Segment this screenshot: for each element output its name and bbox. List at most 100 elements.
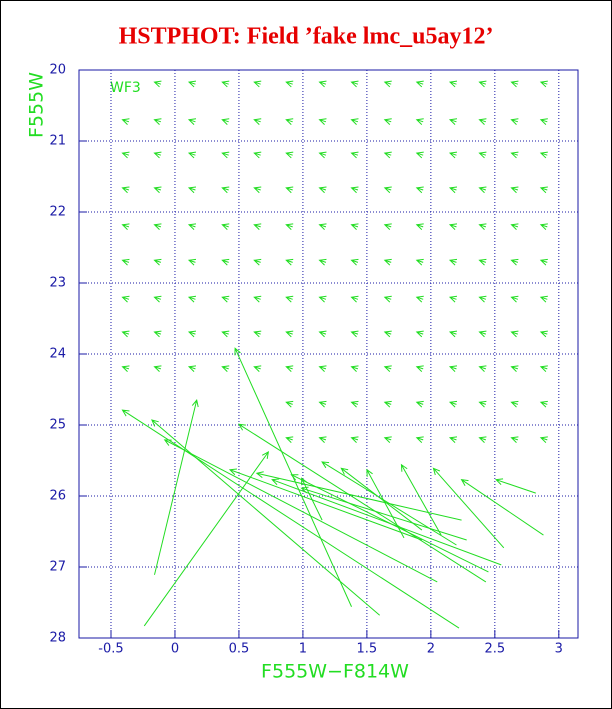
y-tick-label: 22 (49, 205, 66, 220)
arrow (383, 258, 392, 266)
arrow (478, 400, 487, 408)
arrow (415, 223, 424, 231)
arrow (400, 463, 442, 536)
arrow (478, 80, 487, 88)
arrow (318, 330, 327, 338)
arrow (432, 467, 505, 549)
arrow (221, 223, 230, 231)
arrow (478, 223, 487, 231)
arrow (350, 118, 359, 125)
arrow (255, 471, 462, 521)
arrow (478, 151, 487, 159)
arrow (510, 151, 519, 159)
x-axis-label: F555W−F814W (261, 661, 409, 683)
arrow (383, 436, 392, 444)
plot-frame (78, 69, 579, 639)
arrow (153, 118, 162, 125)
arrow (383, 400, 392, 408)
arrow (350, 80, 359, 88)
arrow (187, 118, 197, 125)
arrow (154, 399, 199, 575)
arrow (253, 118, 262, 125)
arrow (478, 330, 487, 338)
arrow (448, 400, 458, 408)
x-tick-label: 2 (427, 642, 435, 657)
arrow (285, 295, 294, 303)
arrow (415, 258, 424, 266)
arrow (495, 478, 536, 494)
arrow (187, 295, 197, 303)
arrow (121, 186, 130, 194)
y-tick-label: 23 (49, 276, 66, 291)
arrow (448, 80, 458, 88)
x-tick-label: -0.5 (98, 642, 123, 657)
arrow (350, 186, 359, 194)
arrow (383, 186, 392, 194)
chart-title: HSTPHOT: Field ’fake lmc_u5ay12’ (119, 24, 494, 50)
arrow (510, 186, 519, 194)
arrow (153, 258, 162, 266)
arrow (383, 118, 392, 125)
arrow (318, 295, 327, 303)
arrow (187, 330, 197, 338)
arrow (121, 365, 130, 373)
arrow (350, 365, 359, 373)
y-tick-label: 24 (49, 347, 66, 362)
arrow (285, 186, 294, 194)
arrow (253, 258, 262, 266)
arrow (290, 474, 489, 573)
arrow (187, 80, 197, 88)
arrow (237, 423, 487, 583)
arrow (253, 186, 262, 194)
arrow (163, 439, 438, 583)
arrow (539, 151, 548, 159)
arrow (448, 223, 458, 231)
arrow (318, 365, 327, 373)
arrow (121, 223, 130, 231)
arrow (448, 436, 458, 444)
arrow (121, 295, 130, 303)
y-tick-label: 26 (49, 489, 66, 504)
arrow (510, 223, 519, 231)
y-tick-label: 28 (49, 631, 66, 646)
arrow (448, 151, 458, 159)
arrow (539, 258, 548, 266)
arrow (415, 330, 424, 338)
arrow (350, 151, 359, 159)
arrow (318, 118, 327, 125)
arrow (187, 186, 197, 194)
x-tick-label: 0.5 (229, 642, 250, 657)
arrow (448, 118, 458, 125)
arrow (253, 223, 262, 231)
arrow (153, 330, 162, 338)
arrow (510, 400, 519, 408)
arrow (318, 436, 327, 444)
arrow (350, 330, 359, 338)
arrow (539, 186, 548, 194)
arrow (318, 223, 327, 231)
arrow (415, 186, 424, 194)
arrow (350, 223, 359, 231)
arrow (383, 295, 392, 303)
arrow (539, 118, 548, 125)
arrow (187, 365, 197, 373)
arrow (415, 295, 424, 303)
x-tick-label: 1.5 (357, 642, 378, 657)
arrow (153, 365, 162, 373)
arrow (350, 295, 359, 303)
arrow (253, 80, 262, 88)
arrow (539, 365, 548, 373)
arrow (366, 468, 405, 539)
arrow (510, 118, 519, 125)
arrow (253, 330, 262, 338)
arrow (478, 118, 487, 125)
arrow (539, 80, 548, 88)
arrow (415, 151, 424, 159)
arrow (221, 186, 230, 194)
y-tick-label: 21 (49, 134, 66, 149)
arrow (340, 467, 423, 531)
arrow (221, 295, 230, 303)
arrow (143, 451, 270, 627)
